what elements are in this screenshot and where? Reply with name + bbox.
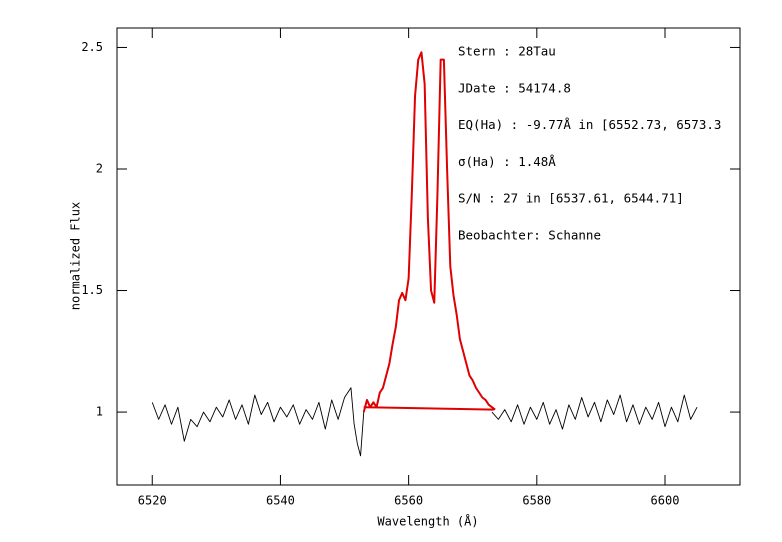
y-tick-label: 2.5 [81,40,103,54]
spectrum-line [491,394,698,430]
annotation: JDate : 54174.8 [458,80,571,95]
annotation: S/N : 27 in [6537.61, 6544.71] [458,191,684,206]
spectrum-line [362,51,496,413]
y-tick-label: 1.5 [81,283,103,297]
y-axis-label: normalized Flux [69,202,83,310]
x-tick-label: 6580 [522,494,551,508]
plot-frame [116,27,741,486]
y-tick-label: 2 [96,161,103,175]
annotation: Beobachter: Schanne [458,228,601,243]
x-tick-label: 6520 [138,494,167,508]
y-tick-label: 1 [96,405,103,419]
x-tick-label: 6540 [266,494,295,508]
spectrum-line [151,387,365,457]
spectrum-line [363,406,494,411]
annotation: Stern : 28Tau [458,44,556,59]
x-tick-label: 6600 [651,494,680,508]
x-axis-label: Wavelength (Å) [377,514,478,529]
annotation: EQ(Ha) : -9.77Å in [6552.73, 6573.3 [458,117,721,132]
x-tick-label: 6560 [394,494,423,508]
annotation: σ(Ha) : 1.48Å [458,154,556,169]
